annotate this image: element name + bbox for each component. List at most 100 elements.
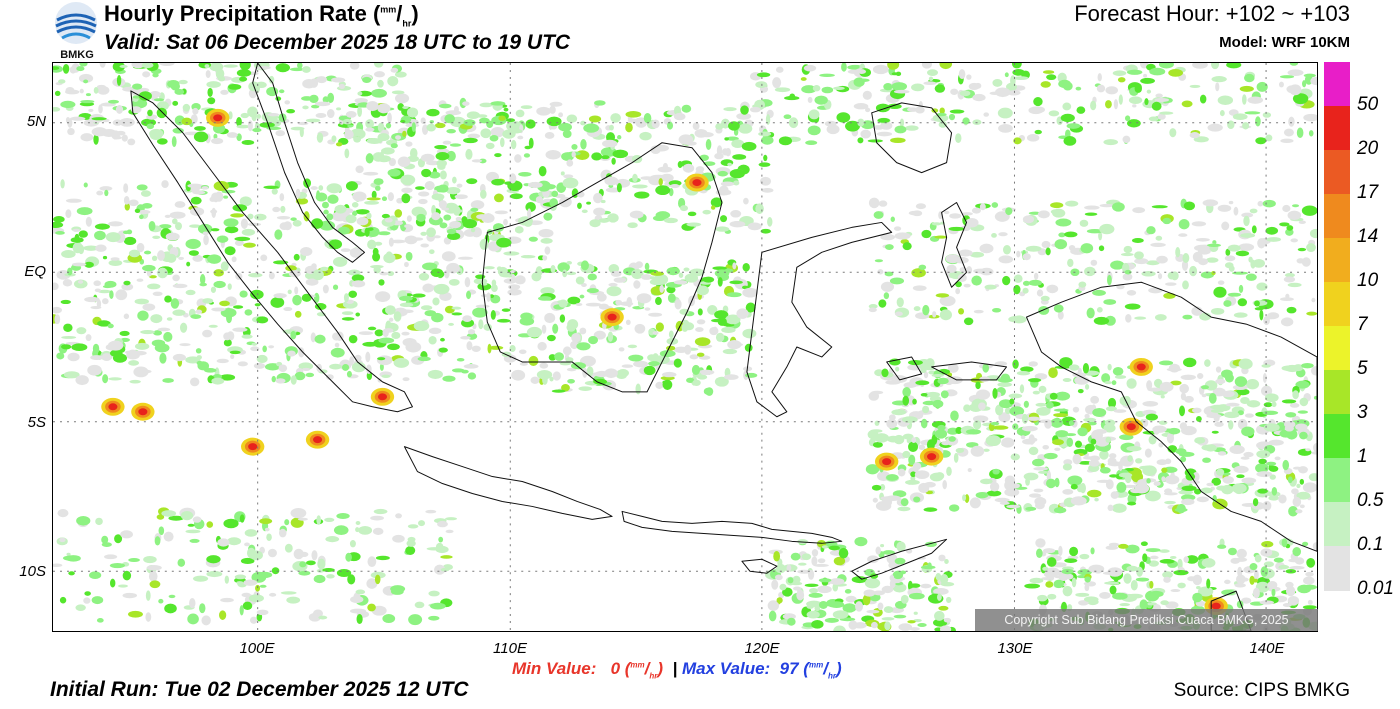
precip-cell [1130,579,1138,591]
precip-cell [644,262,650,271]
precip-cell [893,226,902,231]
precip-cell [896,541,906,552]
precip-cell [1223,300,1232,307]
precip-cell [1124,269,1132,275]
precip-cell [435,151,450,161]
precip-cell [1109,585,1117,595]
precip-cell [958,249,973,257]
precip-cell [636,293,652,304]
precip-cell [76,66,85,72]
precip-cell [1195,415,1202,422]
precip-cell [1142,465,1157,476]
map-canvas [53,63,1317,631]
precip-cell [129,379,141,384]
precip-cell [878,200,888,207]
precip-cell [1204,359,1211,367]
precip-cell [475,304,490,309]
precip-cell [341,317,355,321]
precip-cell [284,543,293,553]
precip-cell [727,340,742,350]
precip-cell [1301,362,1314,369]
precip-cell [1012,423,1019,430]
precip-cell [655,322,664,332]
precip-cell [247,120,253,132]
precip-cell [1298,466,1308,474]
precip-cell [566,159,574,167]
precip-cell [79,88,84,94]
precip-cell [192,516,202,523]
precip-cell [310,332,316,343]
precip-cell [893,89,910,94]
precip-cell [298,362,314,371]
precip-cell [446,150,456,162]
precip-cell [85,93,91,97]
precip-cell [1221,221,1230,231]
precip-cell [190,185,200,193]
precip-cell [594,370,609,378]
precip-cell [152,235,161,239]
precip-cell [714,269,730,278]
precip-cell [1158,63,1174,69]
precip-cell [1134,258,1149,265]
precip-cell [999,501,1010,505]
precip-cell [725,314,741,325]
precip-cell [618,347,625,352]
precip-cell [576,342,591,351]
precip-cell [1150,242,1166,247]
precip-cell [405,341,422,353]
precip-cell [353,136,362,143]
precip-cell [519,362,528,366]
precip-cell [732,262,737,270]
precip-cell [211,137,224,145]
precip-cell [1053,304,1064,313]
precip-cell [1237,418,1248,430]
precip-cell [518,349,527,355]
precip-cell [868,197,880,209]
precip-cell [1287,210,1302,221]
precip-cell [202,298,214,304]
precip-cell [1170,589,1181,593]
precip-cell [227,537,242,546]
precip-cell [202,329,213,338]
precip-cell [101,542,112,547]
precip-cell [347,574,356,585]
precip-cell [323,209,329,215]
precip-cell [420,153,435,162]
precip-cell [760,228,771,234]
precip-cell [591,152,603,161]
precip-cell [943,210,950,215]
precip-cell [1104,581,1120,585]
precip-cell [716,145,723,156]
precip-cell [75,604,86,611]
precip-cell [1271,588,1276,597]
precip-cell [1128,96,1143,104]
title-text: Hourly Precipitation Rate ( [104,1,381,26]
precip-cell [760,176,772,186]
precip-cell [575,276,585,285]
precip-cell [1093,567,1103,574]
precip-cell [1154,97,1170,102]
precip-cell [387,192,394,202]
precip-cell [248,594,264,603]
precip-cell [1251,225,1257,234]
precip-cell [110,578,116,588]
precip-cell [953,452,959,463]
precip-cell [868,307,877,313]
precip-cell [467,329,476,335]
precip-cell [1297,410,1309,414]
precip-cell [598,303,610,310]
precip-cell [1213,286,1227,298]
precip-cell [1071,577,1077,588]
precip-cell [243,242,256,248]
precip-cell [102,298,109,305]
precip-cell [356,614,363,625]
precip-cell [875,546,881,555]
precip-cell [425,509,437,514]
precip-cell [1182,314,1193,320]
precip-cell [515,109,525,118]
precip-cell [420,243,430,248]
precip-cell [1052,439,1064,446]
precip-cell [68,571,75,576]
min-unit-num: mm [630,660,645,670]
precip-cell [1163,576,1171,583]
